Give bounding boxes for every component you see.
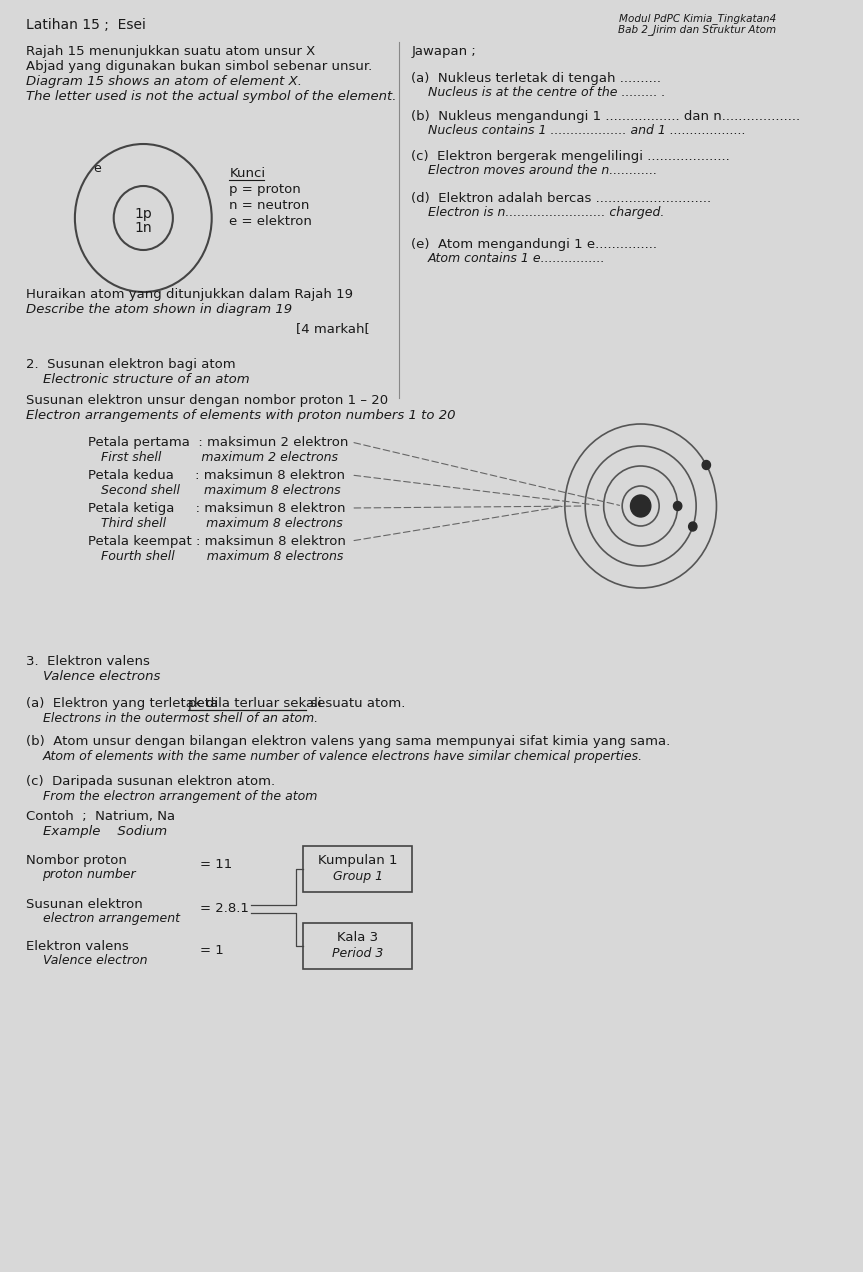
Text: petala terluar sekali: petala terluar sekali: [187, 697, 321, 710]
Text: Petala ketiga     : maksimun 8 elektron: Petala ketiga : maksimun 8 elektron: [88, 502, 345, 515]
Text: From the electron arrangement of the atom: From the electron arrangement of the ato…: [42, 790, 317, 803]
Text: Second shell      maximum 8 electrons: Second shell maximum 8 electrons: [101, 485, 340, 497]
Text: [4 markah[: [4 markah[: [296, 322, 369, 335]
Text: Nucleus is at the centre of the ......... .: Nucleus is at the centre of the ........…: [428, 86, 665, 99]
Text: proton number: proton number: [42, 868, 136, 881]
Circle shape: [673, 501, 682, 510]
Text: Electronic structure of an atom: Electronic structure of an atom: [42, 373, 249, 385]
Text: (c)  Elektron bergerak mengelilingi ....................: (c) Elektron bergerak mengelilingi .....…: [412, 150, 730, 163]
Text: Atom contains 1 e................: Atom contains 1 e................: [428, 252, 606, 265]
Text: 1p: 1p: [135, 207, 152, 221]
Text: = 1: = 1: [199, 944, 224, 957]
Text: Valence electron: Valence electron: [42, 954, 147, 967]
Text: Period 3: Period 3: [332, 946, 383, 960]
Text: Kunci: Kunci: [230, 167, 266, 181]
Text: (b)  Nukleus mengandungi 1 .................. dan n...................: (b) Nukleus mengandungi 1 ..............…: [412, 109, 801, 123]
Text: n = neutron: n = neutron: [230, 198, 310, 212]
Text: Nombor proton: Nombor proton: [26, 854, 127, 868]
Text: = 11: = 11: [199, 859, 232, 871]
Text: = 2.8.1: = 2.8.1: [199, 902, 249, 915]
Text: Susunan elektron unsur dengan nombor proton 1 – 20: Susunan elektron unsur dengan nombor pro…: [26, 394, 388, 407]
Text: Electrons in the outermost shell of an atom.: Electrons in the outermost shell of an a…: [42, 712, 318, 725]
Text: Diagram 15 shows an atom of element X.: Diagram 15 shows an atom of element X.: [26, 75, 302, 88]
Text: e: e: [93, 162, 101, 174]
Text: e = elektron: e = elektron: [230, 215, 312, 228]
Text: 2.  Susunan elektron bagi atom: 2. Susunan elektron bagi atom: [26, 357, 236, 371]
Text: p = proton: p = proton: [230, 183, 301, 196]
Text: Example    Sodium: Example Sodium: [42, 826, 167, 838]
Circle shape: [702, 460, 710, 469]
Text: (a)  Nukleus terletak di tengah ..........: (a) Nukleus terletak di tengah .........…: [412, 73, 661, 85]
Text: Atom of elements with the same number of valence electrons have similar chemical: Atom of elements with the same number of…: [42, 750, 643, 763]
Text: (e)  Atom mengandungi 1 e...............: (e) Atom mengandungi 1 e...............: [412, 238, 658, 251]
Text: Nucleus contains 1 ................... and 1 ...................: Nucleus contains 1 ................... a…: [428, 123, 746, 137]
FancyBboxPatch shape: [303, 846, 413, 892]
Text: 3.  Elektron valens: 3. Elektron valens: [26, 655, 150, 668]
Text: Latihan 15 ;  Esei: Latihan 15 ; Esei: [26, 18, 146, 32]
Text: Huraikan atom yang ditunjukkan dalam Rajah 19: Huraikan atom yang ditunjukkan dalam Raj…: [26, 287, 353, 301]
Text: (d)  Elektron adalah bercas ............................: (d) Elektron adalah bercas .............…: [412, 192, 711, 205]
Text: Valence electrons: Valence electrons: [42, 670, 160, 683]
Text: Petala pertama  : maksimun 2 elektron: Petala pertama : maksimun 2 elektron: [88, 436, 348, 449]
Text: Electron is n......................... charged.: Electron is n......................... c…: [428, 206, 665, 219]
Text: Kumpulan 1: Kumpulan 1: [318, 854, 398, 868]
FancyBboxPatch shape: [303, 923, 413, 969]
Text: Petala keempat : maksimun 8 elektron: Petala keempat : maksimun 8 elektron: [88, 536, 346, 548]
Text: sesuatu atom.: sesuatu atom.: [306, 697, 406, 710]
Text: 1n: 1n: [135, 221, 152, 235]
Text: (b)  Atom unsur dengan bilangan elektron valens yang sama mempunyai sifat kimia : (b) Atom unsur dengan bilangan elektron …: [26, 735, 671, 748]
Text: Electron arrangements of elements with proton numbers 1 to 20: Electron arrangements of elements with p…: [26, 410, 456, 422]
Text: Jawapan ;: Jawapan ;: [412, 45, 476, 59]
Text: Susunan elektron: Susunan elektron: [26, 898, 142, 911]
Text: Fourth shell        maximum 8 electrons: Fourth shell maximum 8 electrons: [101, 550, 343, 563]
Text: (c)  Daripada susunan elektron atom.: (c) Daripada susunan elektron atom.: [26, 775, 275, 787]
Text: electron arrangement: electron arrangement: [42, 912, 180, 925]
Text: Abjad yang digunakan bukan simbol sebenar unsur.: Abjad yang digunakan bukan simbol sebena…: [26, 60, 372, 73]
Text: Third shell          maximum 8 electrons: Third shell maximum 8 electrons: [101, 516, 343, 530]
Text: The letter used is not the actual symbol of the element.: The letter used is not the actual symbol…: [26, 90, 396, 103]
Text: Group 1: Group 1: [333, 870, 383, 883]
Text: Contoh  ;  Natrium, Na: Contoh ; Natrium, Na: [26, 810, 175, 823]
Circle shape: [689, 522, 697, 530]
Text: (a)  Elektron yang terletak di: (a) Elektron yang terletak di: [26, 697, 223, 710]
Text: Describe the atom shown in diagram 19: Describe the atom shown in diagram 19: [26, 303, 292, 315]
Text: Bab 2_Jirim dan Struktur Atom: Bab 2_Jirim dan Struktur Atom: [619, 24, 777, 34]
Text: Elektron valens: Elektron valens: [26, 940, 129, 953]
Text: Rajah 15 menunjukkan suatu atom unsur X: Rajah 15 menunjukkan suatu atom unsur X: [26, 45, 315, 59]
Text: Petala kedua     : maksimun 8 elektron: Petala kedua : maksimun 8 elektron: [88, 469, 345, 482]
Text: First shell          maximum 2 electrons: First shell maximum 2 electrons: [101, 452, 337, 464]
Text: Kala 3: Kala 3: [337, 931, 378, 944]
Circle shape: [631, 495, 651, 516]
Text: Electron moves around the n............: Electron moves around the n............: [428, 164, 658, 177]
Text: Modul PdPC Kimia_Tingkatan4: Modul PdPC Kimia_Tingkatan4: [620, 13, 777, 24]
